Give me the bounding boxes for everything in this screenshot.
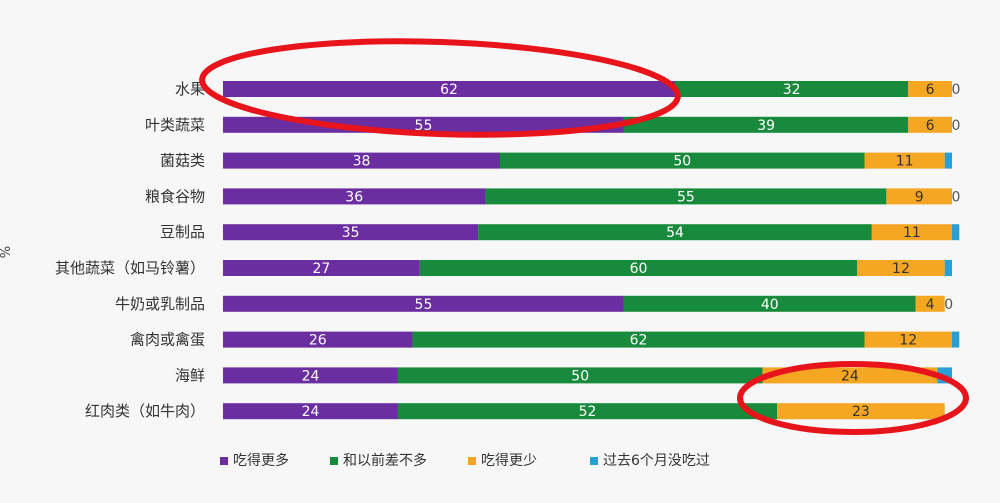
bar-segment — [412, 331, 865, 348]
data-label: 12 — [899, 333, 917, 349]
bar-segment — [944, 260, 952, 276]
bar-segment — [223, 367, 398, 384]
category-label: 海鲜 — [175, 366, 205, 384]
data-label: 0 — [952, 82, 961, 98]
bar-segment — [223, 188, 486, 205]
data-label: 27 — [313, 261, 331, 277]
bar-segment — [478, 224, 872, 241]
data-label: 35 — [342, 225, 360, 241]
data-label: 6 — [926, 82, 935, 98]
data-label: 12 — [892, 261, 910, 277]
data-label: 4 — [926, 297, 935, 313]
data-label: 11 — [903, 225, 921, 241]
bar-segment — [223, 116, 624, 133]
data-label: 0 — [952, 189, 961, 205]
bar-segment — [500, 152, 865, 169]
category-label: 牛奶或乳制品 — [115, 295, 205, 313]
bar-segment — [952, 331, 960, 348]
bar-segment — [871, 224, 952, 241]
data-label: 24 — [841, 368, 859, 384]
highlight-ellipse — [199, 38, 681, 138]
category-label: 豆制品 — [160, 223, 205, 241]
bar-segment — [223, 295, 624, 312]
data-label: 11 — [896, 154, 914, 170]
category-label: 叶类蔬菜 — [145, 116, 205, 134]
bar-segment — [223, 331, 413, 348]
bar-segment — [952, 224, 960, 241]
y-unit-label: % — [0, 246, 14, 258]
legend-label: 吃得更多 — [233, 452, 289, 469]
data-label: 60 — [630, 261, 648, 277]
bar-segment — [623, 295, 916, 312]
data-label: 52 — [579, 404, 597, 420]
legend-swatch — [590, 457, 598, 465]
bar-segment — [223, 152, 501, 169]
bar-segment — [397, 403, 778, 420]
data-label: 36 — [345, 189, 363, 205]
bar-segment — [223, 260, 420, 276]
bar-segment — [762, 367, 938, 384]
category-label: 粮食谷物 — [145, 187, 205, 205]
data-label: 50 — [673, 154, 691, 170]
legend-swatch — [468, 457, 476, 465]
category-label: 水果 — [175, 80, 205, 98]
bar-segment — [397, 367, 763, 384]
bar-segment — [857, 260, 945, 276]
data-label: 55 — [415, 118, 433, 134]
bar-segment — [864, 152, 945, 169]
bar-segment — [915, 295, 945, 312]
bar-segment — [623, 116, 909, 133]
legend-swatch — [330, 457, 338, 465]
data-label: 24 — [302, 404, 320, 420]
bar-segment — [223, 81, 675, 97]
data-label: 62 — [440, 82, 458, 98]
data-label: 23 — [852, 404, 870, 420]
data-label: 40 — [761, 297, 779, 313]
category-label: 红肉类（如牛肉） — [85, 402, 205, 420]
bar-segment — [908, 116, 952, 133]
data-label: 24 — [302, 368, 320, 384]
data-label: 32 — [783, 82, 801, 98]
data-label: 50 — [571, 368, 589, 384]
bar-segment — [419, 260, 858, 276]
data-label: 38 — [353, 154, 371, 170]
data-label: 9 — [915, 189, 924, 205]
data-label: 55 — [677, 189, 695, 205]
highlight-ellipse — [737, 361, 969, 435]
bar-segment — [908, 81, 952, 97]
data-label: 39 — [757, 118, 775, 134]
legend-swatch — [220, 457, 228, 465]
category-label: 菌菇类 — [160, 152, 205, 170]
bar-segment — [485, 188, 887, 205]
data-label: 0 — [944, 297, 953, 313]
data-label: 26 — [309, 333, 327, 349]
category-label: 禽肉或禽蛋 — [130, 331, 205, 349]
bar-segment — [777, 403, 945, 420]
data-label: 62 — [630, 333, 648, 349]
category-label: 其他蔬菜（如马铃薯） — [55, 259, 205, 277]
legend-label: 吃得更少 — [481, 452, 537, 469]
legend-label: 和以前差不多 — [343, 452, 427, 469]
bar-segment — [944, 152, 952, 169]
bar-segment — [223, 403, 398, 420]
bar-segment — [674, 81, 909, 97]
bar-segment — [864, 331, 952, 348]
data-label: 6 — [926, 118, 935, 134]
data-label: 55 — [415, 297, 433, 313]
data-label: 54 — [666, 225, 684, 241]
bar-segment — [886, 188, 952, 205]
bar-segment — [223, 224, 479, 241]
legend-label: 过去6个月没吃过 — [603, 453, 710, 469]
data-label: 0 — [952, 118, 961, 134]
